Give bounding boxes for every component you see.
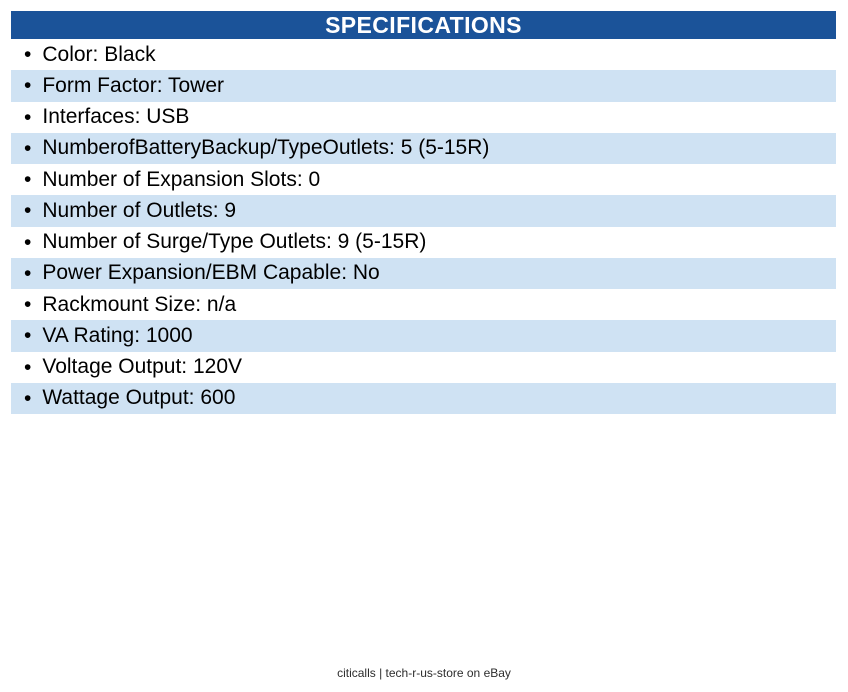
spec-row-text: Number of Surge/Type Outlets: 9 (5-15R) bbox=[42, 230, 427, 254]
spec-row: • Interfaces: USB bbox=[11, 101, 836, 133]
spec-row: • Color: Black bbox=[11, 39, 836, 71]
spec-row-text: VA Rating: 1000 bbox=[42, 323, 193, 347]
bullet-icon: • bbox=[24, 199, 32, 223]
specifications-header: SPECIFICATIONS bbox=[11, 11, 836, 39]
store-attribution-footer: citicalls | tech-r-us-store on eBay bbox=[337, 666, 511, 680]
bullet-icon: • bbox=[24, 74, 32, 98]
spec-row: • VA Rating: 1000 bbox=[11, 320, 836, 352]
spec-row-text: NumberofBatteryBackup/TypeOutlets: 5 (5-… bbox=[42, 136, 490, 160]
spec-row: • NumberofBatteryBackup/TypeOutlets: 5 (5… bbox=[11, 132, 836, 164]
bullet-icon: • bbox=[24, 324, 32, 348]
spec-row-text: Wattage Output: 600 bbox=[42, 386, 236, 410]
spec-row: • Form Factor: Tower bbox=[11, 70, 836, 102]
spec-row: • Number of Surge/Type Outlets: 9 (5-15R) bbox=[11, 226, 836, 258]
spec-row-text: Power Expansion/EBM Capable: No bbox=[42, 261, 380, 285]
bullet-icon: • bbox=[24, 293, 32, 317]
spec-row-text: Color: Black bbox=[42, 42, 156, 66]
bullet-icon: • bbox=[24, 43, 32, 67]
specifications-table: SPECIFICATIONS • Color: Black • Form Factor… bbox=[11, 11, 836, 414]
bullet-icon: • bbox=[24, 355, 32, 379]
spec-row: • Number of Outlets: 9 bbox=[11, 195, 836, 227]
spec-row: • Rackmount Size: n/a bbox=[11, 289, 836, 321]
spec-row: • Wattage Output: 600 bbox=[11, 382, 836, 414]
spec-row-text: Interfaces: USB bbox=[42, 105, 190, 129]
bullet-icon: • bbox=[24, 136, 32, 160]
bullet-icon: • bbox=[24, 261, 32, 285]
spec-row: • Number of Expansion Slots: 0 bbox=[11, 164, 836, 196]
spec-row-text: Voltage Output: 120V bbox=[42, 355, 243, 379]
spec-row: • Voltage Output: 120V bbox=[11, 351, 836, 383]
spec-row-text: Number of Outlets: 9 bbox=[42, 198, 237, 222]
spec-row: • Power Expansion/EBM Capable: No bbox=[11, 257, 836, 289]
spec-row-text: Form Factor: Tower bbox=[42, 73, 225, 97]
specifications-list: • Color: Black • Form Factor: Tower • Interfa… bbox=[11, 39, 836, 414]
spec-row-text: Rackmount Size: n/a bbox=[42, 292, 237, 316]
bullet-icon: • bbox=[24, 230, 32, 254]
bullet-icon: • bbox=[24, 168, 32, 192]
bullet-icon: • bbox=[24, 386, 32, 410]
spec-row-text: Number of Expansion Slots: 0 bbox=[42, 167, 321, 191]
bullet-icon: • bbox=[24, 105, 32, 129]
